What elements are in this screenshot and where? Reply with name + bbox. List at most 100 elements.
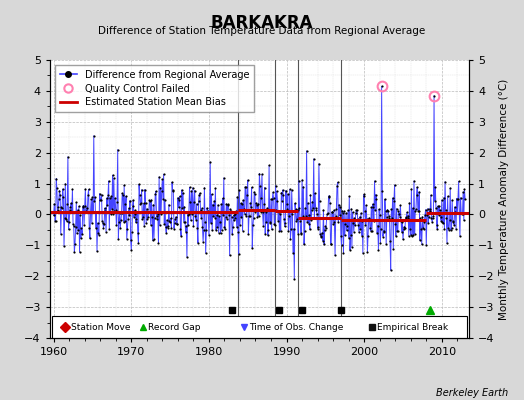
Point <box>404 212 412 219</box>
Point <box>407 232 415 238</box>
Point <box>167 215 175 222</box>
Point <box>253 202 261 208</box>
Point <box>198 205 206 212</box>
Point <box>429 215 437 221</box>
Point <box>247 184 256 190</box>
Point <box>248 245 256 252</box>
Point <box>88 220 96 226</box>
Point <box>381 196 389 202</box>
Point <box>329 221 337 228</box>
Point <box>162 217 171 223</box>
Point <box>159 171 168 177</box>
Point <box>382 240 390 247</box>
Point <box>81 186 90 192</box>
Point <box>318 233 326 240</box>
Point <box>368 201 377 207</box>
Point <box>398 229 406 235</box>
Point <box>289 250 297 256</box>
Point <box>274 197 282 204</box>
Point <box>100 221 108 228</box>
Point <box>119 219 128 225</box>
Point <box>135 181 143 188</box>
Point <box>242 213 250 220</box>
Point <box>322 225 330 231</box>
Point <box>159 196 167 202</box>
Point <box>352 210 360 216</box>
Point <box>157 211 165 217</box>
Point <box>304 220 313 227</box>
Point <box>275 228 283 234</box>
Point <box>352 207 361 214</box>
Point <box>89 209 97 215</box>
Point <box>458 210 467 217</box>
Point <box>321 227 329 233</box>
Point <box>324 210 332 216</box>
Point <box>419 224 427 231</box>
Point <box>308 207 316 213</box>
Point <box>82 208 90 214</box>
Point <box>443 193 452 200</box>
Point <box>68 209 76 215</box>
Point <box>56 188 64 194</box>
Point <box>459 189 467 195</box>
Point <box>238 201 246 207</box>
Point <box>125 212 134 218</box>
Point <box>333 182 341 189</box>
Point <box>277 189 286 196</box>
Point <box>336 204 344 210</box>
Point <box>254 200 263 207</box>
Point <box>247 204 255 210</box>
Point <box>90 197 99 204</box>
Point <box>181 229 190 235</box>
Point <box>178 204 187 211</box>
Point <box>158 176 167 182</box>
Point <box>307 192 315 198</box>
Point <box>111 195 119 202</box>
Point <box>365 216 373 222</box>
Point <box>149 202 158 208</box>
Point <box>215 213 223 220</box>
Point <box>280 216 288 222</box>
Point <box>339 210 347 216</box>
Point <box>351 222 359 229</box>
Point <box>348 209 357 216</box>
Point <box>145 197 154 204</box>
Point <box>80 222 88 228</box>
Point <box>457 210 465 216</box>
Point <box>267 196 275 202</box>
Point <box>401 225 409 231</box>
Point <box>239 206 248 212</box>
Point <box>71 240 79 247</box>
Point <box>384 208 392 214</box>
Point <box>91 194 99 201</box>
Point <box>256 208 265 215</box>
Point <box>305 212 313 218</box>
Point <box>375 206 383 212</box>
Point <box>302 212 310 219</box>
Point <box>109 211 117 217</box>
Point <box>74 227 82 233</box>
Point <box>314 224 322 230</box>
Point <box>387 206 396 212</box>
Point <box>151 188 160 194</box>
Point <box>176 193 184 200</box>
Point <box>408 232 416 239</box>
Point <box>282 187 290 194</box>
Point <box>434 212 443 218</box>
Point <box>228 231 236 237</box>
Point <box>228 224 237 230</box>
Point <box>345 193 354 200</box>
Point <box>263 219 271 225</box>
Point <box>423 206 432 212</box>
Point <box>414 208 423 215</box>
Point <box>370 218 378 224</box>
Point <box>362 202 370 208</box>
Point <box>114 146 122 153</box>
Point <box>377 225 385 232</box>
Point <box>346 247 354 253</box>
Point <box>346 232 355 239</box>
Point <box>202 227 211 233</box>
Point <box>313 226 322 232</box>
Point <box>143 216 151 222</box>
Point <box>190 198 198 205</box>
